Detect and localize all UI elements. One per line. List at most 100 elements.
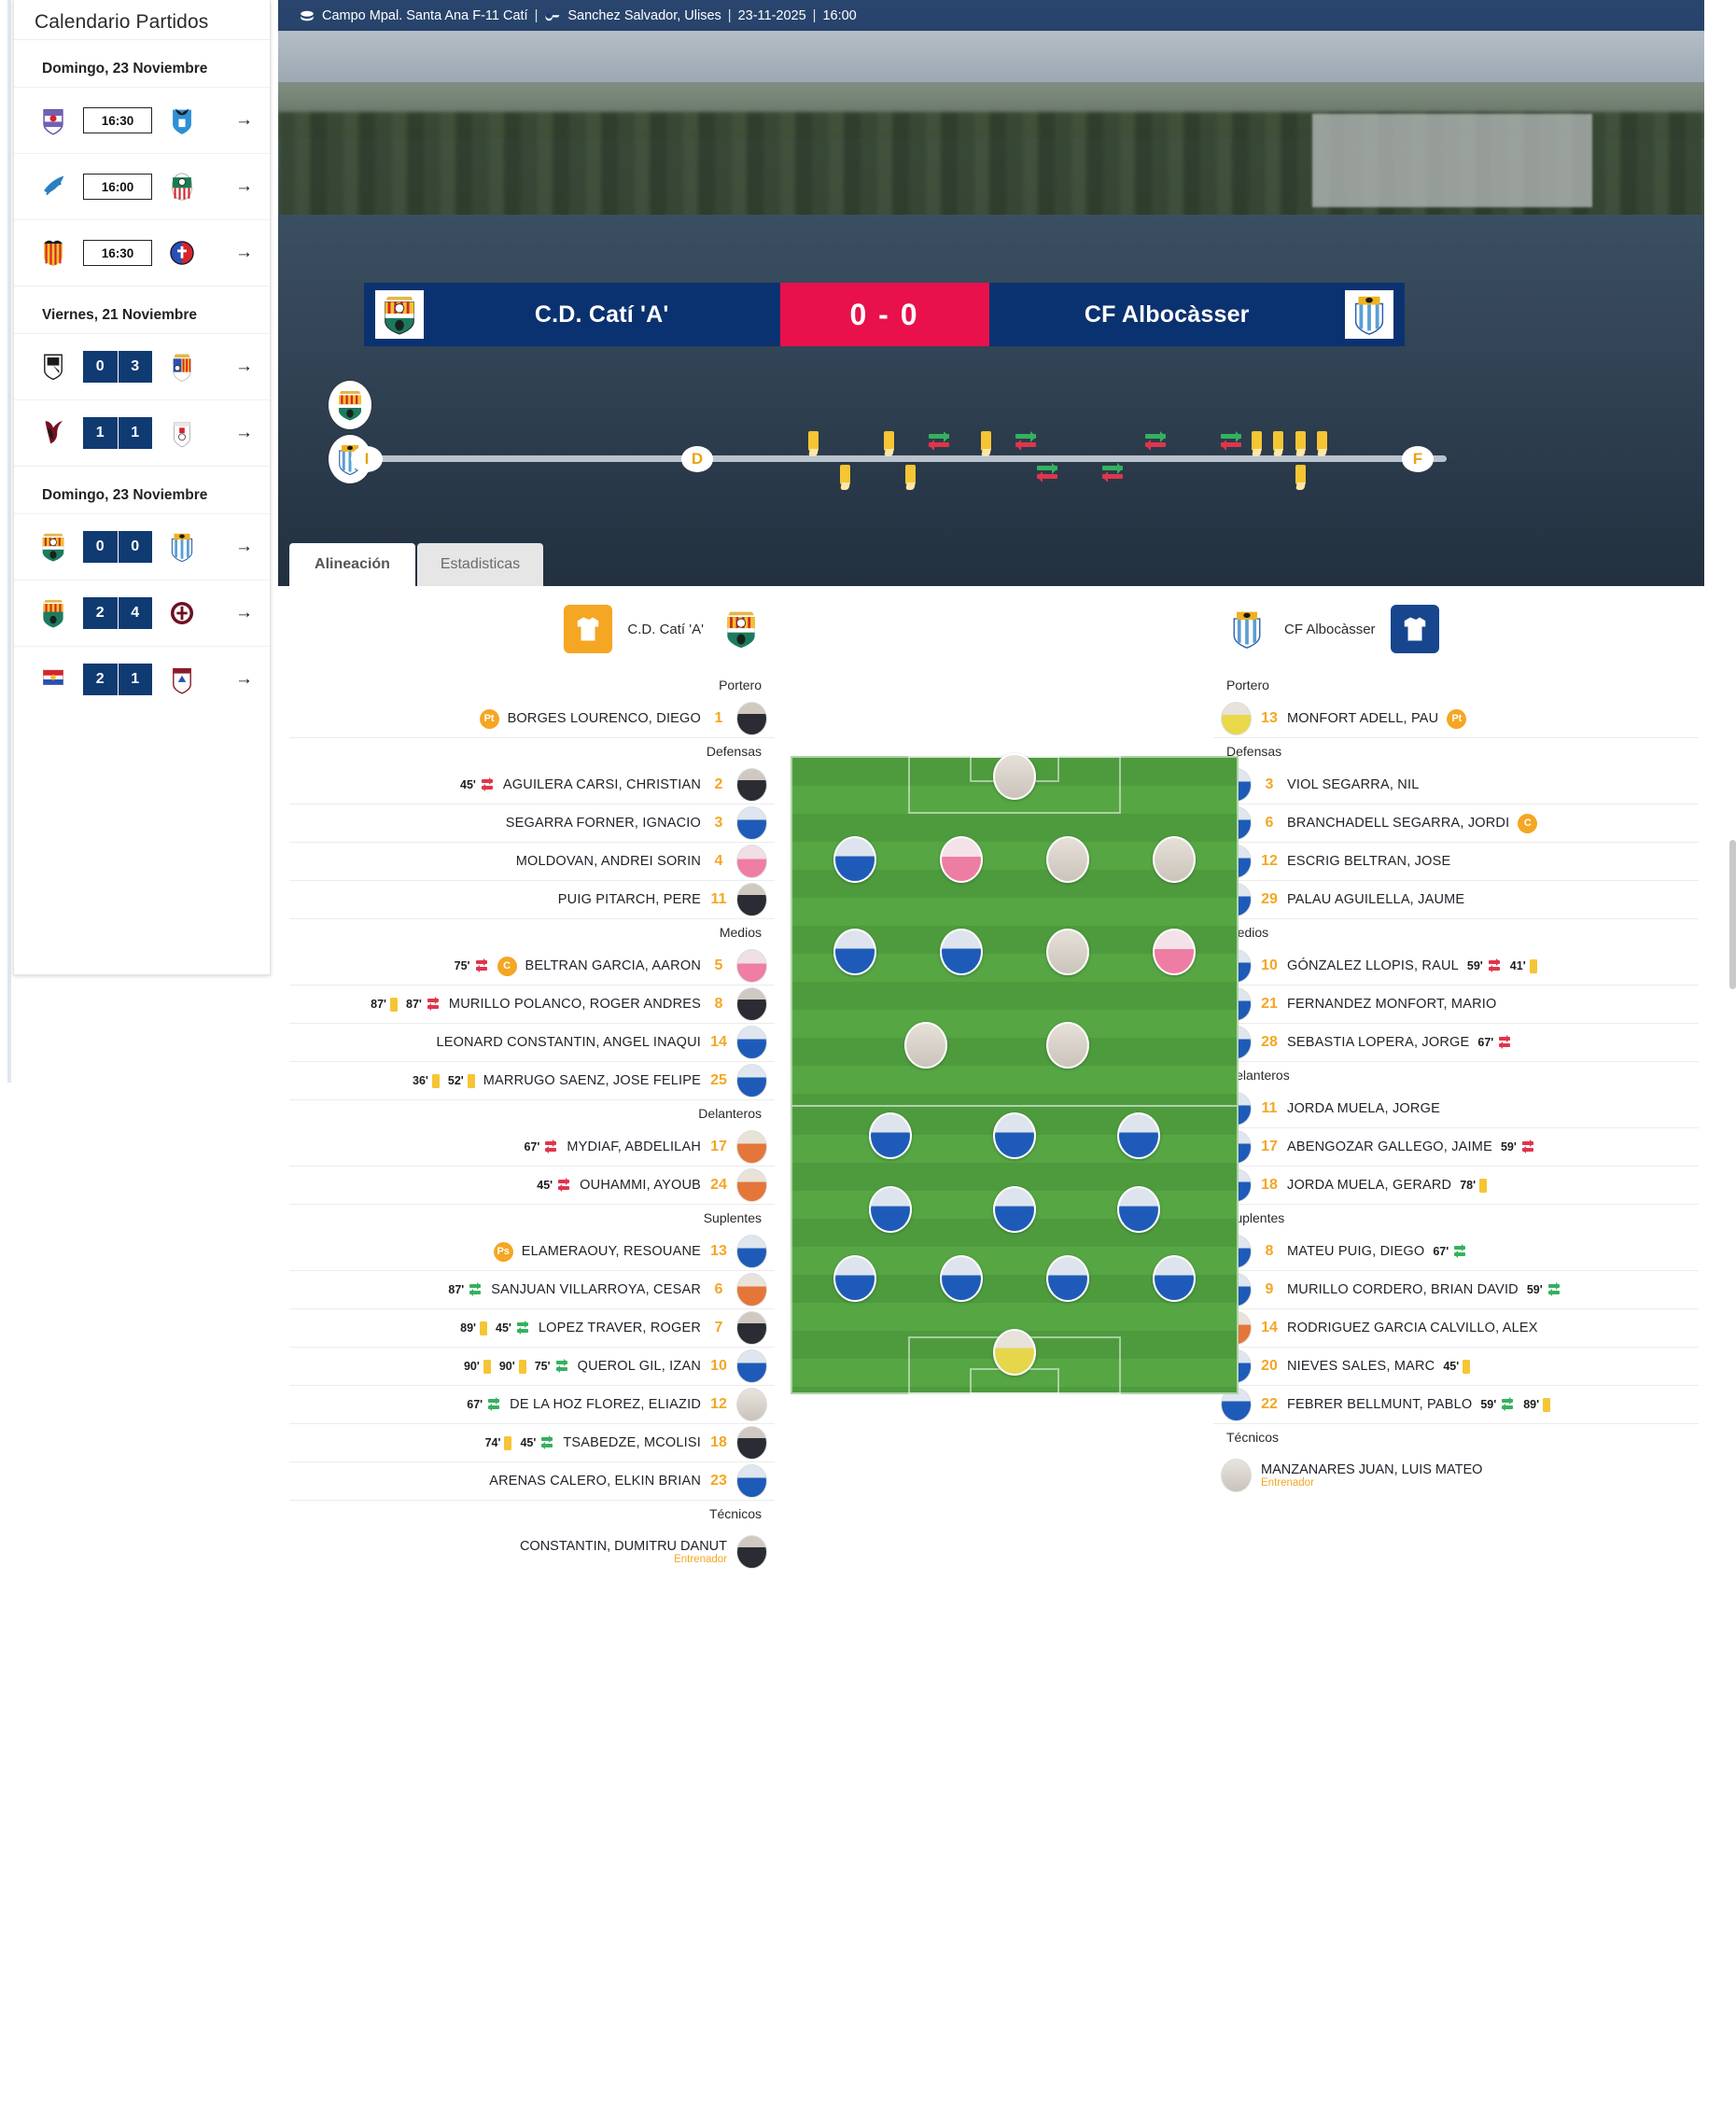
pitch-player-home[interactable] xyxy=(833,836,876,884)
pitch-player-away[interactable] xyxy=(1153,1254,1197,1302)
player-number: 12 xyxy=(1261,853,1278,869)
match-detail-arrow-icon[interactable]: → xyxy=(235,243,253,262)
player-row[interactable]: 11 JORDA MUELA, JORGE xyxy=(1213,1090,1699,1128)
tab-estadisticas[interactable]: Estadisticas xyxy=(417,543,543,586)
pitch-player-away[interactable] xyxy=(993,1186,1036,1234)
calendar-match-row[interactable]: 1 1 → xyxy=(14,399,270,466)
timeline-home-crest xyxy=(329,381,371,429)
player-row[interactable]: 13 MONFORT ADELL, PAU Pt xyxy=(1213,700,1699,738)
pitch-player-home[interactable] xyxy=(1046,1021,1090,1069)
player-row[interactable]: 90' 90' 75' QUEROL GIL, IZAN 10 xyxy=(289,1348,775,1386)
player-row[interactable]: Pt BORGES LOURENCO, DIEGO 1 xyxy=(289,700,775,738)
page-scrollbar[interactable] xyxy=(1729,840,1736,989)
coach-row[interactable]: MANZANARES JUAN, LUIS MATEO Entrenador xyxy=(1213,1452,1699,1499)
pitch-player-away[interactable] xyxy=(993,1111,1036,1159)
player-row[interactable]: 87' 87' MURILLO POLANCO, ROGER ANDRES 8 xyxy=(289,986,775,1024)
match-detail-arrow-icon[interactable]: → xyxy=(235,537,253,556)
calendar-match-row[interactable]: 2 4 → xyxy=(14,580,270,646)
calendar-match-row[interactable]: 16:00 → xyxy=(14,153,270,219)
player-row[interactable]: 75' C BELTRAN GARCIA, AARON 5 xyxy=(289,947,775,986)
player-row[interactable]: 20 NIEVES SALES, MARC 45' xyxy=(1213,1348,1699,1386)
pitch-player-home[interactable] xyxy=(939,929,983,976)
player-row[interactable]: 45' AGUILERA CARSI, CHRISTIAN 2 xyxy=(289,766,775,804)
player-row[interactable]: Ps ELAMERAOUY, RESOUANE 13 xyxy=(289,1233,775,1271)
pitch-player-away[interactable] xyxy=(833,1254,876,1302)
away-team-name: CF Albocàsser xyxy=(1284,621,1376,637)
pitch-player-away[interactable] xyxy=(1117,1111,1161,1159)
calendar-match-row[interactable]: 16:30 → xyxy=(14,219,270,286)
coach-row[interactable]: CONSTANTIN, DUMITRU DANUT Entrenador xyxy=(289,1529,775,1575)
lineup-tabs[interactable]: Alineación Estadisticas xyxy=(289,543,543,586)
yellow-card-event: 45' xyxy=(1443,1359,1471,1374)
player-row[interactable]: 6 BRANCHADELL SEGARRA, JORDI C xyxy=(1213,804,1699,843)
calendar-match-row[interactable]: 0 3 → xyxy=(14,333,270,399)
player-row[interactable]: 36' 52' MARRUGO SAENZ, JOSE FELIPE 25 xyxy=(289,1062,775,1100)
player-row[interactable]: 87' SANJUAN VILLARROYA, CESAR 6 xyxy=(289,1271,775,1309)
calendar-match-row[interactable]: 0 0 → xyxy=(14,513,270,580)
player-row[interactable]: 67' DE LA HOZ FLOREZ, ELIAZID 12 xyxy=(289,1386,775,1424)
match-detail-arrow-icon[interactable]: → xyxy=(235,603,253,622)
pitch-player-home[interactable] xyxy=(1153,929,1197,976)
goalkeeper-badge: Pt xyxy=(1447,708,1467,729)
player-row[interactable]: ARENAS CALERO, ELKIN BRIAN 23 xyxy=(289,1462,775,1501)
match-detail-arrow-icon[interactable]: → xyxy=(235,356,253,376)
player-row[interactable]: 18 JORDA MUELA, GERARD 78' xyxy=(1213,1167,1699,1205)
player-row[interactable]: 17 ABENGOZAR GALLEGO, JAIME 59' xyxy=(1213,1128,1699,1167)
player-row[interactable]: LEONARD CONSTANTIN, ANGEL INAQUI 14 xyxy=(289,1024,775,1062)
substitution-out-icon xyxy=(474,958,489,972)
player-row[interactable]: 29 PALAU AGUILELLA, JAUME xyxy=(1213,881,1699,919)
yellow-card-event: 90' xyxy=(499,1359,526,1374)
pitch-player-home[interactable] xyxy=(1046,929,1090,976)
player-row[interactable]: 45' OUHAMMI, AYOUB 24 xyxy=(289,1167,775,1205)
player-row[interactable]: 10 GÓNZALEZ LLOPIS, RAUL 59' 41' xyxy=(1213,947,1699,986)
pitch-player-away[interactable] xyxy=(868,1186,912,1234)
player-avatar xyxy=(736,1464,767,1498)
pitch-player-away[interactable] xyxy=(993,1329,1036,1377)
pitch-player-home[interactable] xyxy=(939,836,983,884)
pitch-player-away[interactable] xyxy=(1046,1254,1090,1302)
calendar-match-row[interactable]: 2 1 → xyxy=(14,646,270,712)
pitch-player-home[interactable] xyxy=(1153,836,1197,884)
player-row[interactable]: 74' 45' TSABEDZE, MCOLISI 18 xyxy=(289,1424,775,1462)
substitution-in-event: 87' xyxy=(448,1282,483,1296)
player-row[interactable]: 3 VIOL SEGARRA, NIL xyxy=(1213,766,1699,804)
player-row[interactable]: SEGARRA FORNER, IGNACIO 3 xyxy=(289,804,775,843)
match-detail-arrow-icon[interactable]: → xyxy=(235,110,253,130)
player-row[interactable]: 67' MYDIAF, ABDELILAH 17 xyxy=(289,1128,775,1167)
player-row[interactable]: 12 ESCRIG BELTRAN, JOSE xyxy=(1213,843,1699,881)
pitch-player-away[interactable] xyxy=(868,1111,912,1159)
player-row[interactable]: 14 RODRIGUEZ GARCIA CALVILLO, ALEX xyxy=(1213,1309,1699,1348)
player-number: 11 xyxy=(710,891,727,907)
player-row[interactable]: PUIG PITARCH, PERE 11 xyxy=(289,881,775,919)
pitch-player-home[interactable] xyxy=(993,752,1036,800)
player-row[interactable]: 21 FERNANDEZ MONFORT, MARIO xyxy=(1213,986,1699,1024)
venue-sep-3: | xyxy=(812,7,817,23)
match-detail-arrow-icon[interactable]: → xyxy=(235,669,253,689)
yellow-card-icon xyxy=(518,1359,526,1374)
coach-avatar xyxy=(1221,1459,1252,1492)
player-number: 13 xyxy=(710,1243,727,1259)
player-row[interactable]: 8 MATEU PUIG, DIEGO 67' xyxy=(1213,1233,1699,1271)
player-name: LEONARD CONSTANTIN, ANGEL INAQUI xyxy=(436,1035,701,1050)
timeline-substitution-icon xyxy=(1035,463,1061,482)
player-avatar xyxy=(736,1426,767,1460)
pitch-player-home[interactable] xyxy=(903,1021,947,1069)
player-number: 2 xyxy=(714,776,723,792)
substitution-in-icon xyxy=(1452,1244,1467,1258)
player-row[interactable]: 89' 45' LOPEZ TRAVER, ROGER 7 xyxy=(289,1309,775,1348)
match-detail-arrow-icon[interactable]: → xyxy=(235,176,253,196)
player-row[interactable]: MOLDOVAN, ANDREI SORIN 4 xyxy=(289,843,775,881)
player-row[interactable]: 9 MURILLO CORDERO, BRIAN DAVID 59' xyxy=(1213,1271,1699,1309)
pitch-player-home[interactable] xyxy=(1046,836,1090,884)
match-detail-arrow-icon[interactable]: → xyxy=(235,423,253,442)
player-row[interactable]: 28 SEBASTIA LOPERA, JORGE 67' xyxy=(1213,1024,1699,1062)
calendar-match-row[interactable]: 16:30 → xyxy=(14,87,270,153)
home-crest-icon xyxy=(36,104,70,137)
pitch-player-away[interactable] xyxy=(1117,1186,1161,1234)
pitch-player-home[interactable] xyxy=(833,929,876,976)
minute-label: 67' xyxy=(524,1140,540,1153)
player-row[interactable]: 22 FEBRER BELLMUNT, PABLO 59' 89' xyxy=(1213,1386,1699,1424)
tab-alineacion[interactable]: Alineación xyxy=(289,543,415,586)
pitch-player-away[interactable] xyxy=(939,1254,983,1302)
